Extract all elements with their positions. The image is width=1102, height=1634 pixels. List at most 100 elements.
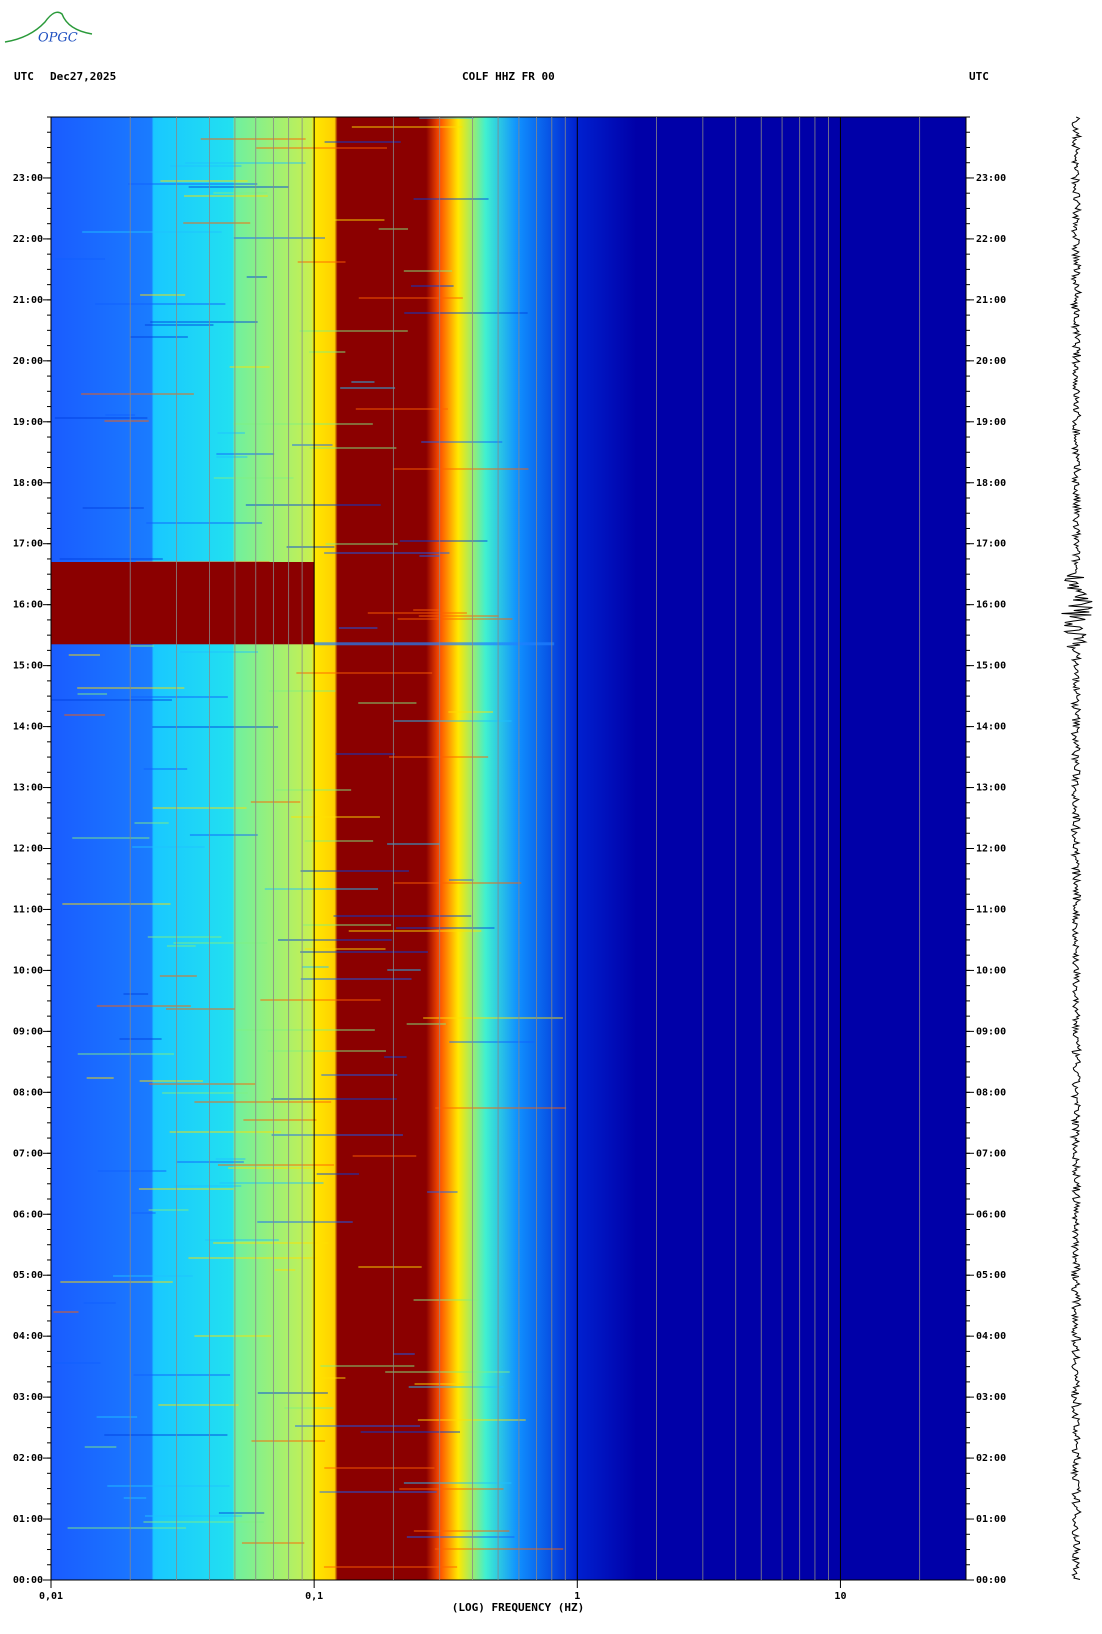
- texture-stripe: [419, 117, 475, 119]
- texture-stripe: [360, 1431, 461, 1433]
- texture-stripe: [309, 447, 397, 449]
- texture-stripe: [53, 1311, 79, 1313]
- y-tick-label: 15:00: [13, 661, 43, 672]
- texture-stripe: [54, 1362, 101, 1364]
- texture-stripe: [169, 1131, 281, 1133]
- x-tick-label: 1: [574, 1591, 580, 1602]
- y-tick-label: 04:00: [13, 1331, 43, 1342]
- texture-stripe: [144, 1515, 243, 1517]
- texture-stripe: [185, 162, 306, 164]
- texture-stripe: [389, 756, 489, 758]
- y-tick-label: 02:00: [13, 1453, 43, 1464]
- y-tick-label-right: 20:00: [976, 356, 1006, 367]
- texture-stripe: [246, 276, 268, 278]
- texture-stripe: [271, 1098, 397, 1100]
- texture-stripe: [411, 285, 454, 287]
- texture-stripe: [278, 939, 392, 941]
- y-tick-label: 23:00: [13, 173, 43, 184]
- texture-stripe: [257, 1392, 328, 1394]
- y-tick-label-right: 13:00: [976, 783, 1006, 794]
- texture-stripe: [217, 1164, 335, 1166]
- station: COLF HHZ FR 00: [462, 70, 555, 83]
- texture-stripe: [421, 441, 503, 443]
- y-tick-label: 08:00: [13, 1087, 43, 1098]
- texture-stripe: [143, 1521, 264, 1523]
- texture-stripe: [319, 1491, 437, 1493]
- texture-stripe: [435, 1107, 567, 1109]
- texture-stripe: [448, 879, 474, 881]
- spectrogram-image: [51, 117, 966, 1580]
- texture-stripe: [316, 1173, 360, 1175]
- texture-stripe: [138, 1188, 234, 1190]
- texture-stripe: [403, 1482, 512, 1484]
- y-tick-label: 00:00: [13, 1575, 43, 1586]
- texture-stripe: [183, 222, 251, 224]
- y-tick-label: 03:00: [13, 1392, 43, 1403]
- texture-stripe: [300, 951, 428, 953]
- texture-stripe: [394, 720, 512, 722]
- texture-stripe: [119, 1038, 162, 1040]
- y-tick-label: 16:00: [13, 600, 43, 611]
- seismogram-trace: [1061, 116, 1093, 1580]
- y-tick-label-right: 04:00: [976, 1331, 1006, 1342]
- y-tick-label: 17:00: [13, 539, 43, 550]
- texture-stripe: [68, 654, 100, 656]
- texture-stripe: [296, 672, 433, 674]
- y-tick-label: 20:00: [13, 356, 43, 367]
- y-tick-label-right: 23:00: [976, 173, 1006, 184]
- texture-stripe: [229, 366, 270, 368]
- texture-stripe: [146, 522, 263, 524]
- texture-stripe: [302, 966, 329, 968]
- texture-stripe: [335, 753, 395, 755]
- texture-stripe: [194, 1101, 332, 1103]
- y-tick-label-right: 06:00: [976, 1209, 1006, 1220]
- texture-stripe: [413, 1299, 479, 1301]
- texture-stripe: [173, 942, 268, 944]
- texture-stripe: [216, 453, 275, 455]
- y-tick-label-right: 14:00: [976, 722, 1006, 733]
- texture-stripe: [397, 618, 513, 620]
- texture-stripe: [166, 1008, 235, 1010]
- texture-stripe: [104, 1434, 228, 1436]
- y-tick-label-right: 15:00: [976, 661, 1006, 672]
- texture-stripe: [64, 714, 106, 716]
- texture-stripe: [303, 924, 392, 926]
- x-tick-label: 10: [834, 1591, 846, 1602]
- texture-stripe: [217, 432, 245, 434]
- texture-stripe: [104, 420, 149, 422]
- texture-stripe: [218, 1512, 265, 1514]
- y-tick-label: 09:00: [13, 1026, 43, 1037]
- texture-stripe: [305, 948, 386, 950]
- texture-stripe: [123, 1497, 147, 1499]
- texture-stripe: [295, 1425, 420, 1427]
- y-tick-label-right: 21:00: [976, 295, 1006, 306]
- texture-stripe: [396, 927, 495, 929]
- texture-stripe: [448, 711, 493, 713]
- texture-stripe: [228, 1167, 317, 1169]
- texture-stripe: [55, 258, 105, 260]
- texture-stripe: [257, 1221, 353, 1223]
- texture-stripe: [324, 1467, 435, 1469]
- texture-stripe: [274, 1269, 296, 1271]
- texture-stripe: [413, 198, 489, 200]
- texture-stripe: [77, 687, 185, 689]
- logo: OPGC: [4, 11, 93, 46]
- texture-stripe: [51, 699, 172, 701]
- texture-stripe: [152, 726, 279, 728]
- texture-stripe: [60, 1281, 173, 1283]
- texture-stripe: [309, 351, 346, 353]
- y-tick-label-right: 01:00: [976, 1514, 1006, 1525]
- texture-stripe: [385, 1371, 510, 1373]
- texture-stripe: [130, 645, 154, 647]
- texture-stripe: [81, 393, 194, 395]
- y-tick-label-right: 09:00: [976, 1026, 1006, 1037]
- texture-stripe: [166, 945, 196, 947]
- date: Dec27,2025: [50, 70, 116, 83]
- texture-stripe: [387, 843, 441, 845]
- texture-stripe: [194, 1335, 272, 1337]
- texture-stripe: [427, 1191, 458, 1193]
- y-tick-label: 05:00: [13, 1270, 43, 1281]
- y-tick-label: 19:00: [13, 417, 43, 428]
- texture-stripe: [333, 915, 472, 917]
